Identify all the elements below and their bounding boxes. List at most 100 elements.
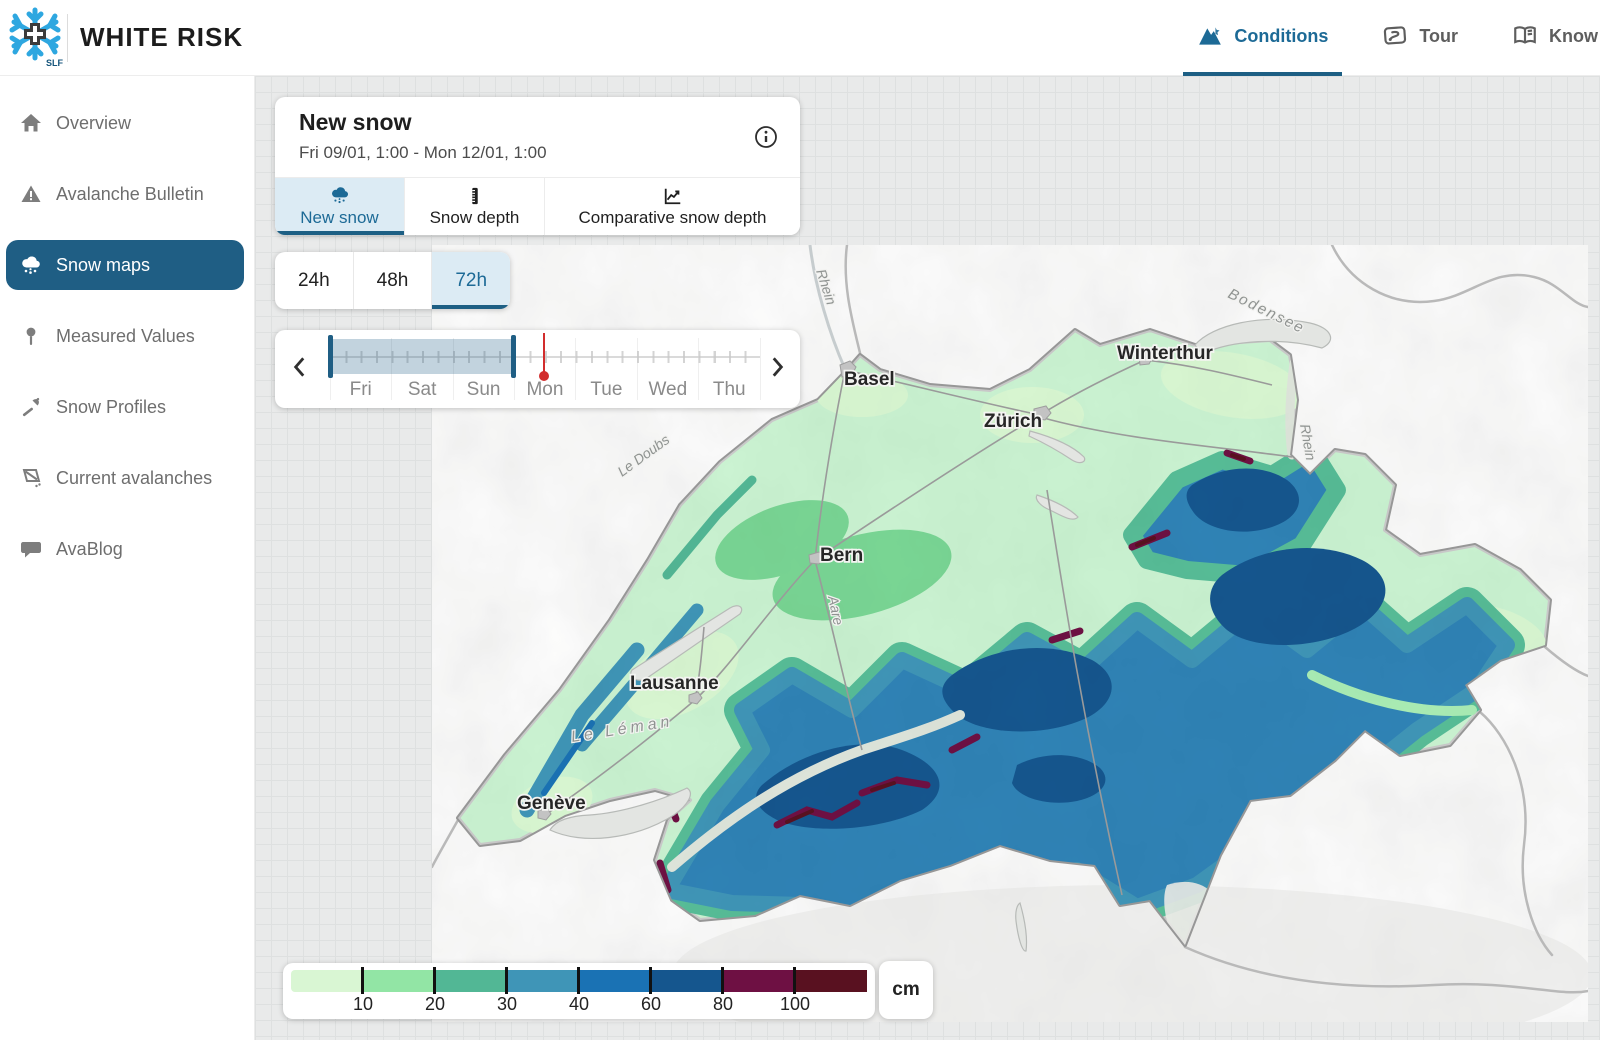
info-icon[interactable] — [754, 125, 778, 149]
snow-depth-legend: 10 20 30 40 60 80 100 — [283, 963, 875, 1019]
duration-24h[interactable]: 24h — [275, 252, 354, 309]
day-label: Fri — [349, 379, 372, 400]
nav-know[interactable]: Know — [1498, 0, 1600, 76]
legend-swatch — [579, 970, 651, 992]
snow-cloud-icon — [331, 186, 348, 203]
tab-comparative-snow-depth[interactable]: Comparative snow depth — [545, 178, 800, 235]
header-divider — [67, 14, 68, 62]
day-label: Thu — [712, 379, 746, 400]
speech-bubble-icon — [21, 542, 41, 558]
city-areas — [537, 351, 1154, 821]
app-header: SLF WHITE RISK Conditions Tour — [0, 0, 1600, 76]
sidebar-item-avalanche-bulletin[interactable]: Avalanche Bulletin — [6, 169, 244, 219]
legend-swatch — [435, 970, 507, 992]
avalanche-icon — [22, 469, 41, 488]
sidebar-item-measured-values[interactable]: Measured Values — [6, 311, 244, 361]
nav-conditions[interactable]: Conditions — [1183, 0, 1343, 76]
selected-range[interactable] — [328, 335, 516, 378]
ruler-icon — [471, 187, 478, 204]
timeline-ticks — [330, 351, 760, 363]
book-icon — [1514, 26, 1536, 44]
sidebar-item-snow-maps[interactable]: Snow maps — [6, 240, 244, 290]
sidebar-item-snow-profiles[interactable]: Snow Profiles — [6, 382, 244, 432]
sidebar-item-label: Snow Profiles — [56, 396, 167, 417]
current-time-marker — [539, 333, 549, 381]
legend-swatch — [363, 970, 435, 992]
city-label: Zürich — [984, 411, 1042, 432]
top-navigation: Conditions Tour Know — [1183, 0, 1600, 76]
home-icon — [21, 114, 41, 132]
legend-value: 80 — [712, 994, 734, 1014]
nav-tour[interactable]: Tour — [1368, 0, 1472, 76]
tab-new-snow[interactable]: New snow — [275, 178, 405, 235]
duration-selector: 24h 48h 72h — [275, 252, 510, 309]
legend-swatch — [507, 970, 579, 992]
roads — [544, 359, 1293, 896]
panel-title: New snow — [299, 109, 412, 135]
day-label: Wed — [648, 379, 688, 400]
legend-swatch — [723, 970, 795, 992]
panel-header: New snow Fri 09/01, 1:00 - Mon 12/01, 1:… — [275, 97, 800, 177]
tab-label: Snow depth — [429, 207, 520, 227]
snow-cloud-icon — [22, 256, 40, 274]
legend-value: 10 — [352, 994, 374, 1014]
day-label: Tue — [590, 379, 623, 400]
shovel-icon — [22, 397, 40, 417]
chart-line-icon — [664, 188, 680, 204]
legend-value: 20 — [424, 994, 446, 1014]
legend-value: 100 — [779, 994, 811, 1014]
duration-72h[interactable]: 72h — [432, 252, 510, 309]
content-area: Basel Zürich Winterthur Bern Lausanne Ge… — [255, 76, 1600, 1040]
timeline-slider: Fri Sat Sun Mon Tue Wed Thu — [275, 330, 800, 408]
day-labels: Fri Sat Sun Mon Tue Wed Thu — [330, 376, 760, 404]
country-borders — [432, 245, 1588, 994]
map-type-tabs: New snow Snow depth — [275, 177, 800, 235]
chevron-right-icon[interactable] — [764, 354, 790, 380]
brand-title: WHITE RISK — [80, 22, 244, 52]
sidebar-item-label: Snow maps — [56, 254, 151, 275]
sidebar: Overview Avalanche Bulletin Snow maps Me… — [0, 76, 255, 1040]
sidebar-item-label: Measured Values — [56, 325, 195, 346]
legend-value: 30 — [496, 994, 518, 1014]
city-labels: Basel Zürich Winterthur Bern Lausanne Ge… — [515, 341, 1215, 816]
sidebar-item-label: Avalanche Bulletin — [56, 183, 204, 204]
day-label: Sat — [407, 379, 437, 400]
range-handle-left[interactable] — [328, 335, 333, 378]
duration-48h[interactable]: 48h — [354, 252, 433, 309]
nav-label: Tour — [1419, 25, 1458, 46]
panel-period: Fri 09/01, 1:00 - Mon 12/01, 1:00 — [299, 143, 547, 162]
mountain-icon — [1199, 27, 1222, 45]
switzerland-snow-map[interactable]: Basel Zürich Winterthur Bern Lausanne Ge… — [432, 245, 1588, 1022]
sidebar-item-overview[interactable]: Overview — [6, 98, 244, 148]
pin-icon — [26, 327, 36, 345]
legend-swatch — [291, 970, 363, 992]
sidebar-item-label: AvaBlog — [56, 538, 123, 559]
tab-label: Comparative snow depth — [578, 207, 767, 227]
sidebar-item-avablog[interactable]: AvaBlog — [6, 524, 244, 574]
city-label: Basel — [844, 369, 895, 390]
city-label: Winterthur — [1117, 343, 1213, 364]
legend-swatch — [795, 970, 867, 992]
legend-color-bar — [291, 970, 867, 992]
rhein-river — [808, 245, 847, 370]
slf-logo[interactable]: SLF — [8, 6, 66, 70]
logo-slf-text: SLF — [46, 58, 64, 68]
legend-swatch — [651, 970, 723, 992]
nav-label: Know — [1549, 25, 1598, 46]
tab-snow-depth[interactable]: Snow depth — [405, 178, 545, 235]
city-label: Lausanne — [630, 673, 719, 694]
lakes — [549, 318, 1332, 952]
chevron-left-icon[interactable] — [287, 354, 313, 380]
warning-triangle-icon — [21, 185, 41, 202]
nav-label: Conditions — [1234, 25, 1329, 46]
map-canvas: Basel Zürich Winterthur Bern Lausanne Ge… — [432, 245, 1588, 1022]
sidebar-item-current-avalanches[interactable]: Current avalanches — [6, 453, 244, 503]
city-label: Bern — [820, 545, 863, 566]
day-label: Mon — [526, 379, 564, 400]
legend-value: 40 — [568, 994, 590, 1014]
legend-value: 60 — [640, 994, 662, 1014]
day-label: Sun — [466, 379, 501, 400]
city-label: Genève — [517, 793, 586, 814]
tour-route-icon — [1384, 26, 1407, 45]
range-handle-right[interactable] — [511, 335, 516, 378]
